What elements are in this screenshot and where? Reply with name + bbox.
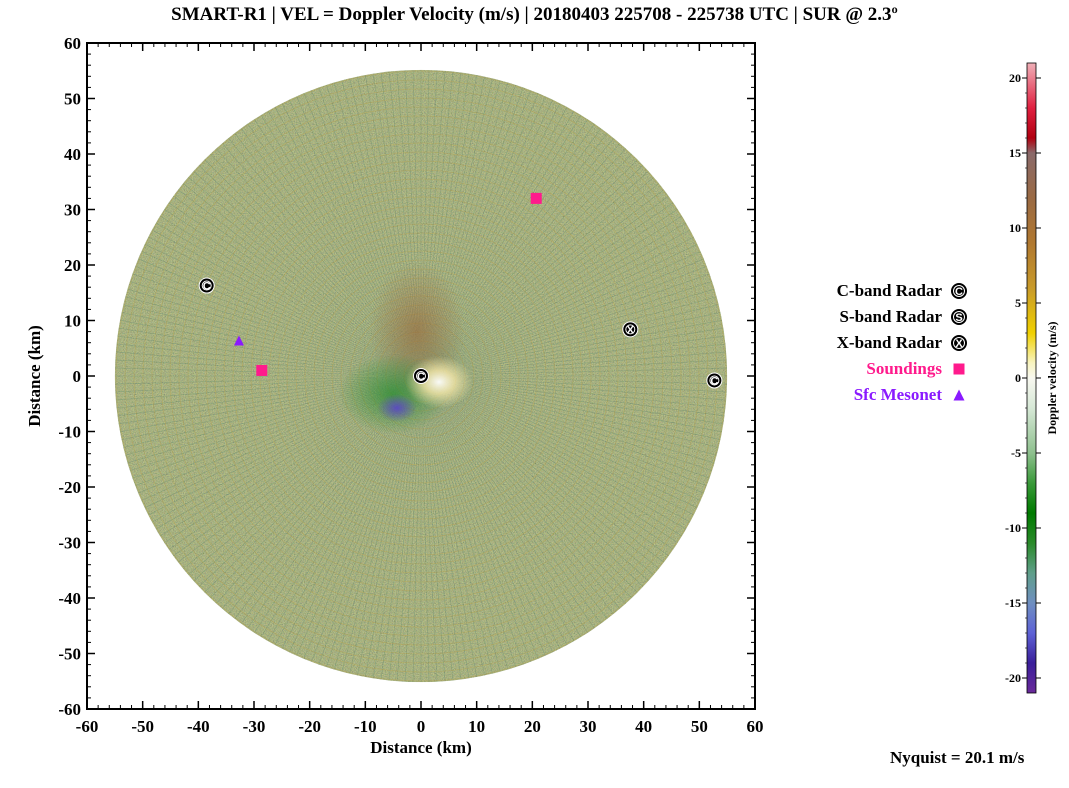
y-tick-label: 0: [73, 367, 82, 386]
x-tick-label: -50: [131, 717, 154, 736]
legend-entry: X-band Radar X: [800, 330, 970, 356]
site-marker: C: [198, 277, 215, 294]
x-band-radar-icon: X: [623, 322, 638, 337]
sounding-square-icon: [953, 363, 965, 375]
svg-text:S: S: [955, 312, 962, 324]
chart-title: SMART-R1 | VEL = Doppler Velocity (m/s) …: [171, 4, 898, 25]
y-axis-label: Distance (km): [25, 325, 44, 427]
x-tick-label: -60: [76, 717, 99, 736]
mesonet-triangle-icon: [233, 335, 244, 346]
legend-label: X-band Radar: [836, 333, 942, 352]
nyquist-label: Nyquist = 20.1 m/s: [890, 748, 1025, 767]
site-markers: C C C X: [198, 192, 723, 389]
y-tick-label: 40: [64, 145, 81, 164]
svg-text:X: X: [955, 338, 963, 350]
x-tick-label: 60: [747, 717, 764, 736]
y-tick-label: -20: [58, 478, 81, 497]
y-tick-label: -40: [58, 589, 81, 608]
legend-entry: Soundings: [800, 356, 970, 382]
site-marker: [530, 192, 542, 204]
y-tick-label: 60: [64, 34, 81, 53]
site-marker: [256, 364, 268, 376]
x-tick-label: 10: [468, 717, 485, 736]
legend-entry: S-band Radar S: [800, 304, 970, 330]
legend-label: Sfc Mesonet: [853, 385, 942, 404]
legend-entry: Sfc Mesonet: [800, 382, 970, 408]
y-tick-label: 10: [64, 312, 81, 331]
site-marker: C: [413, 368, 429, 384]
x-tick-label: -20: [298, 717, 321, 736]
svg-text:C: C: [203, 281, 211, 293]
x-tick-label: 40: [635, 717, 652, 736]
svg-text:C: C: [417, 371, 425, 383]
legend-label: Soundings: [866, 359, 942, 378]
y-tick-label: -10: [58, 423, 81, 442]
x-tick-label: 30: [580, 717, 597, 736]
c-band-radar-icon: C: [199, 278, 214, 293]
sounding-square-icon: [256, 364, 268, 376]
x-tick-label: 0: [417, 717, 426, 736]
s-band-radar-icon: S: [951, 309, 967, 325]
y-tick-label: 20: [64, 256, 81, 275]
x-band-radar-icon: X: [951, 335, 967, 351]
near-zero-core: [405, 356, 473, 408]
mesonet-triangle-icon: [953, 389, 965, 401]
x-axis-label: Distance (km): [370, 738, 472, 757]
svg-text:C: C: [955, 286, 963, 298]
y-tick-label: 50: [64, 90, 81, 109]
y-tick-label: -30: [58, 534, 81, 553]
sounding-square-icon: [530, 192, 542, 204]
x-tick-label: -30: [243, 717, 266, 736]
y-tick-label: 30: [64, 201, 81, 220]
x-tick-label: -10: [354, 717, 377, 736]
strong-inbound-core: [377, 394, 417, 422]
c-band-radar-icon: C: [707, 373, 722, 388]
legend-label: S-band Radar: [839, 307, 942, 326]
c-band-radar-icon: C: [414, 369, 428, 383]
site-marker: [233, 335, 244, 346]
x-tick-label: 50: [691, 717, 708, 736]
legend-label: C-band Radar: [836, 281, 942, 300]
legend-entry: C-band Radar C: [800, 278, 970, 304]
x-tick-label: -40: [187, 717, 210, 736]
plot-axes: -60 -50 -40 -30 -20 -10 0 10 20 30 40 50 60 60 50 40 30 2…: [58, 34, 763, 736]
site-marker: C: [706, 372, 723, 389]
x-tick-label: 20: [524, 717, 541, 736]
svg-text:X: X: [627, 324, 635, 336]
y-tick-label: -50: [58, 645, 81, 664]
y-tick-label: -60: [58, 700, 81, 719]
site-marker: X: [622, 321, 639, 338]
svg-text:C: C: [710, 375, 718, 387]
c-band-radar-icon: C: [951, 283, 967, 299]
doppler-velocity-field: [114, 69, 728, 683]
site-legend: C-band Radar C S-band Radar S X-band Radar X S…: [800, 278, 970, 408]
